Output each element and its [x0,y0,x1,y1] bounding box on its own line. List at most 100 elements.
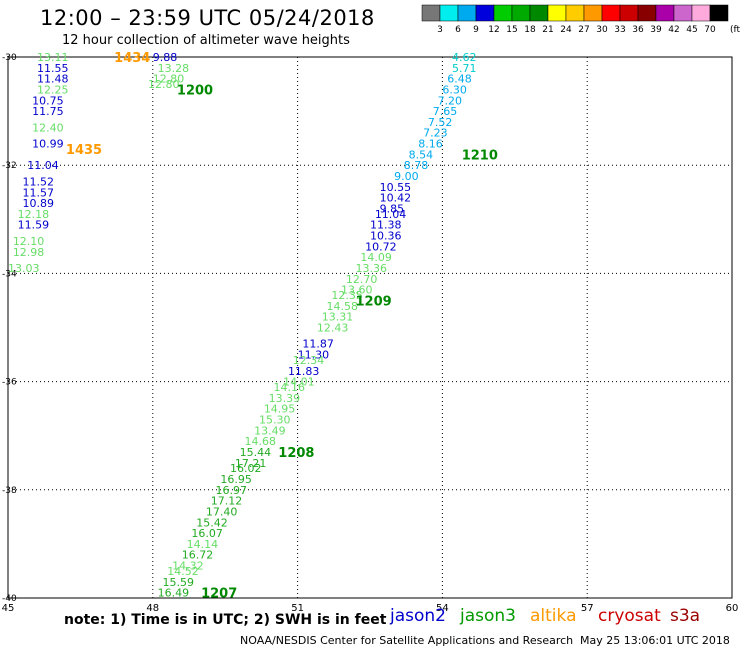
colorbar-label: 3 [437,25,443,35]
jason3-data-label: 13.39 [269,392,301,405]
jason2-data-label: 10.89 [22,197,54,210]
legend-altika: altika [530,606,577,626]
y-tick-label: -34 [2,269,17,279]
jason3-data-label: 13.31 [322,311,354,324]
altika-data-label: 8.54 [409,148,434,161]
colorbar-label: 30 [596,25,608,35]
colorbar-label: 9 [473,25,479,35]
colorbar-swatch [547,4,567,22]
jason2-data-label: 9.88 [153,51,178,64]
colorbar-unit: (ft) [730,25,740,35]
jason2-data-label: 11.52 [22,175,54,188]
colorbar-swatch [511,4,531,22]
jason2-data-label: 10.72 [365,240,397,253]
jason3-data-label: 15.59 [162,576,194,589]
plot-frame [7,56,733,599]
y-tick-label: -40 [2,594,17,604]
altika-data-label: 9.00 [394,170,419,183]
colorbar-swatch [709,4,729,22]
x-tick-label: 48 [146,603,159,614]
legend-cryosat: cryosat [598,606,661,626]
colorbar-swatch [619,4,639,22]
jason2-data-label: 10.75 [32,94,64,107]
colorbar-swatch [475,4,495,22]
time-annotation: 1207 [201,587,237,602]
time-annotation: 1435 [66,143,102,158]
colorbar-label: 6 [455,25,461,35]
jason3-data-label: 14.32 [172,560,204,573]
jason2-data-label: 10.42 [380,192,412,205]
jason2-data-label: 10.55 [380,181,412,194]
altika-data-label: 6.30 [442,83,467,96]
jason3-data-label: 15.44 [240,446,272,459]
colorbar-swatch [601,4,621,22]
jason2-data-label: 11.04 [375,208,407,221]
jason2-data-label: 11.38 [370,219,402,232]
time-annotation: 1209 [356,294,392,309]
jason2-data-label: 11.87 [302,338,334,351]
y-tick-label: -30 [2,53,17,63]
jason3-data-label: 13.49 [254,424,286,437]
credit-text: NOAA/NESDIS Center for Satellite Applica… [240,634,574,647]
jason3-data-label: 15.42 [196,516,228,529]
colorbar-label: 39 [650,25,662,35]
jason3-data-label: 16.02 [230,462,262,475]
legend-s3a: s3a [670,606,701,626]
jason3-data-label: 13.11 [37,51,69,64]
jason3-data-label: 12.70 [346,273,378,286]
jason2-data-label: 9.85 [380,202,405,215]
jason2-data-label: 11.04 [27,159,59,172]
y-tick-label: -32 [2,161,17,171]
jason3-data-label: 13.60 [341,284,373,297]
altika-data-label: 7.20 [438,94,463,107]
jason3-data-label: 12.34 [293,354,325,367]
colorbar-swatch [493,4,513,22]
jason3-data-label: 12.80 [148,78,180,91]
colorbar-label: 42 [668,25,679,35]
colorbar-swatch [691,4,711,22]
jason3-data-label: 12.35 [331,289,363,302]
jason3-data-label: 13.28 [158,62,190,75]
jason3-data-label: 16.49 [158,587,190,600]
jason3-data-label: 12.80 [153,73,185,86]
colorbar-label: 33 [614,25,625,35]
jason3-data-label: 16.72 [182,549,214,562]
altika-data-label: 7.52 [428,116,453,129]
jason3-data-label: 12.43 [317,322,349,335]
jason2-data-label: 11.75 [32,105,64,118]
jason3-data-label: 15.30 [259,413,291,426]
colorbar-swatch [457,4,477,22]
jason3-data-label: 14.68 [245,435,276,448]
time-annotation: 1208 [278,446,314,461]
legend-jason3: jason3 [460,606,516,626]
colorbar-swatch [583,4,603,22]
colorbar-swatch [439,4,459,22]
x-tick-label: 60 [726,603,739,614]
jason3-data-label: 13.36 [356,262,388,275]
altika-data-label: 7.65 [433,105,458,118]
colorbar-label: 18 [524,25,536,35]
time-annotation: 1200 [177,83,213,98]
jason3-data-label: 14.52 [167,565,199,578]
jason3-data-label: 12.40 [32,121,64,134]
x-tick-label: 57 [581,603,594,614]
altika-data-label: 8.16 [418,138,443,151]
colorbar-label: 36 [632,25,644,35]
chart-title: 12:00 – 23:59 UTC 05/24/2018 [40,6,375,30]
jason3-data-label: 14.09 [360,251,392,264]
jason3-data-label: 16.95 [220,473,252,486]
jason2-data-label: 11.59 [18,219,50,232]
jason3-data-label: 12.18 [18,208,50,221]
x-tick-label: 54 [436,603,449,614]
colorbar-label: 12 [488,25,499,35]
jason2-data-label: 10.99 [32,138,64,151]
jason2-data-label: 11.48 [37,73,69,86]
colorbar-swatch [529,4,549,22]
altika-data-label: 5.71 [452,62,477,75]
jason3-data-label: 13.03 [8,262,40,275]
colorbar-label: 24 [560,25,572,35]
jason2-data-label: 11.83 [288,365,320,378]
jason3-data-label: 14.01 [283,376,315,389]
x-tick-label: 51 [291,603,304,614]
colorbar-swatch [421,4,441,22]
